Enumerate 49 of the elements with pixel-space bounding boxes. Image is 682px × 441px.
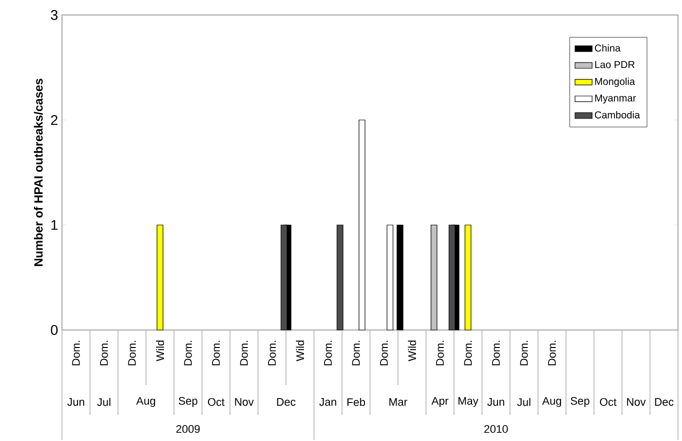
legend-label: Cambodia [594,111,640,118]
x-tick-label: Dom. [212,340,220,366]
text: Jul [517,398,530,406]
x-tick-label: Wild [296,340,304,362]
x-tick-label: Dom. [100,340,108,366]
legend-label: Myanmar [595,94,636,104]
text: Dec [277,398,296,406]
y-axis-title: Number of HPAI outbreaks/cases [34,78,43,266]
text: Nov [627,398,646,406]
text: Mar [389,398,408,406]
text: Feb [347,398,366,406]
y-tick-label: 1 [51,220,58,230]
text: Oct [600,398,616,406]
x-tick-label: Dom. [268,340,276,366]
text: Oct [208,398,224,406]
legend-label: Lao PDR [595,61,635,68]
text: Aug [542,397,562,407]
legend-label: Mongolia [595,78,635,87]
text: Nov [235,398,254,406]
x-tick-label: Dom. [492,340,500,366]
x-tick-label: Wild [408,340,416,362]
x-tick-label: Dom. [128,340,136,366]
text: Jan [319,398,336,406]
text: Aug [136,397,156,407]
x-tick-label: Dom. [324,340,332,366]
y-tick-label: 0 [50,325,58,335]
x-tick-label: Dom. [184,340,192,366]
x-tick-label: Dom. [352,340,360,366]
text: Jul [97,398,110,406]
x-tick-label: Dom. [380,340,388,366]
text: Sep [178,397,198,407]
x-tick-label: Dom. [240,340,248,366]
text: Sep [570,397,590,407]
y-tick-label: 3 [50,10,58,20]
text: Jun [487,398,504,406]
legend-label: China [594,44,621,52]
text: Apr [431,397,448,407]
text: May [458,397,478,407]
text: 2010 [484,425,508,433]
x-tick-label: Dom. [520,340,528,366]
x-tick-label: Dom. [464,340,472,366]
text: Jun [67,398,84,406]
x-tick-label: Dom. [436,340,444,366]
text: 2009 [176,425,200,433]
text: Dec [655,398,674,406]
x-tick-label: Wild [156,340,164,362]
y-tick-label: 2 [51,115,58,125]
x-tick-label: Dom. [72,340,80,366]
x-tick-label: Dom. [548,340,556,366]
